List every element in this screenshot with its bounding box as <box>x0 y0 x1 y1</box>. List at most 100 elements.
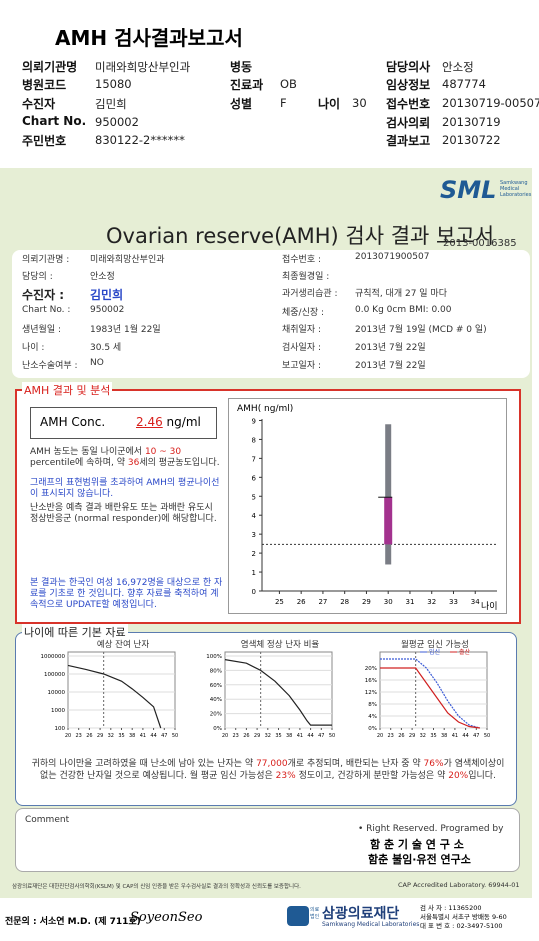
header-label: 결과보고 <box>386 134 431 148</box>
x-tick-label: 25 <box>275 598 284 606</box>
text: 23% <box>275 771 296 781</box>
header-value: 830122-2****** <box>95 133 185 147</box>
conc-label: AMH Conc. <box>40 415 106 429</box>
org-en: Samkwang Medical Laboratories <box>322 921 420 928</box>
addr-line: 검 사 자 : 11365200 <box>420 904 482 912</box>
y-tick-label: 9 <box>252 417 256 425</box>
info-value: 2013년 7월 22일 <box>355 343 426 353</box>
report-no: 2013-0016385 <box>443 238 517 249</box>
x-tick-label: 38 <box>129 733 135 739</box>
series-line <box>67 664 162 729</box>
series-line <box>380 658 481 729</box>
plot-frame <box>224 651 333 729</box>
rights: • Right Reserved. Programed by <box>358 824 504 834</box>
age: 30 <box>352 96 367 110</box>
x-tick-label: 50 <box>172 733 178 739</box>
x-tick-label: 50 <box>329 733 335 739</box>
x-tick-label: 47 <box>473 733 479 739</box>
x-tick-label: 26 <box>243 733 249 739</box>
plot-frame <box>67 651 176 729</box>
x-tick-label: 44 <box>150 733 156 739</box>
logo: SML <box>440 176 497 204</box>
info-value: NO <box>90 358 104 368</box>
info-label: 체중/신장 : <box>282 308 325 318</box>
info-value: 2013071900507 <box>355 252 430 262</box>
x-tick-label: 32 <box>265 733 271 739</box>
info-value: 김민희 <box>90 288 124 302</box>
y-tick-label: 20% <box>210 712 222 718</box>
info-label: 보고일자 : <box>282 361 322 371</box>
y-tick-label: 16% <box>365 678 377 684</box>
y-tick-label: 0% <box>213 726 222 732</box>
basic-section-title: 나이에 따른 기본 자료 <box>22 624 128 640</box>
x-tick-label: 32 <box>420 733 426 739</box>
text: 20% <box>448 771 469 781</box>
y-tick-label: 80% <box>210 668 222 674</box>
x-tick-label: 41 <box>452 733 458 739</box>
header-value: F <box>280 96 287 110</box>
text: 귀하의 나이만을 고려하였을 때 난소에 남아 있는 난자는 약 <box>31 759 254 769</box>
header-label: 진료과 <box>230 78 264 92</box>
header-label: 병원코드 <box>22 78 67 92</box>
x-tick-label: 29 <box>362 598 371 606</box>
info-label: 수진자 : <box>22 288 65 302</box>
p1: AMH 농도는 동일 나이군에서 10 ~ 30 percentile에 속하며… <box>30 447 220 469</box>
header-value: 20130719 <box>442 115 501 129</box>
text: 정도이고, 건강하게 분만할 가능성은 약 <box>298 771 446 781</box>
x-tick-label: 20 <box>377 733 383 739</box>
x-tick-label: 23 <box>76 733 82 739</box>
x-tick-label: 26 <box>398 733 404 739</box>
info-value: 안소정 <box>90 272 115 282</box>
summary: 귀하의 나이만을 고려하였을 때 난소에 남아 있는 난자는 약 77,000개… <box>28 758 508 782</box>
p3: 난소반응 예측 결과 배란유도 또는 과배란 유도시 정상반응군 (normal… <box>30 503 217 524</box>
header-value: 미래와희망산부인과 <box>95 60 191 74</box>
text: 가 염색체이상이 없는 건강한 난자일 것으로 예상됩니다. 월 평균 임신 가… <box>40 759 505 781</box>
x-tick-label: 35 <box>275 733 281 739</box>
y-tick-label: 8% <box>368 702 377 708</box>
addr-line: 서울특별시 서초구 방배동 9-60 <box>420 913 507 921</box>
header-label: 담당의사 <box>386 60 431 74</box>
header-label: 접수번호 <box>386 97 431 111</box>
header-value: 20130722 <box>442 133 501 147</box>
amh-section-title: AMH 결과 및 분석 <box>22 382 113 398</box>
x-tick-label: 44 <box>307 733 313 739</box>
y-tick-label: 100% <box>206 654 222 660</box>
plot-frame <box>379 651 488 729</box>
org: 삼광의료재단 <box>322 906 400 922</box>
x-tick-label: 44 <box>462 733 468 739</box>
text: 36 <box>127 458 140 468</box>
y-tick-label: 10000 <box>48 690 66 696</box>
header-label: 검사의뢰 <box>386 116 431 130</box>
y-tick-label: 0% <box>368 726 377 732</box>
signature: SoyeonSeo <box>130 910 203 925</box>
x-tick-label: 33 <box>449 598 458 606</box>
header-value: 487774 <box>442 77 486 91</box>
addr-line: 대 표 번 호 : 02-3497-5100 <box>420 922 503 930</box>
header-label: 임상정보 <box>386 78 431 92</box>
header-value: 15080 <box>95 77 132 91</box>
text: 세의 평균농도입니다. <box>139 458 220 468</box>
x-tick-label: 41 <box>297 733 303 739</box>
x-tick-label: 27 <box>318 598 327 606</box>
header-label: 의뢰기관명 <box>22 60 78 74</box>
text: 77,000 <box>256 759 288 769</box>
lab2: 함춘 불임·유전 연구소 <box>368 853 471 866</box>
x-tick-label: 50 <box>484 733 490 739</box>
lab1: 함 춘 기 술 연 구 소 <box>370 838 464 851</box>
header-value: 김민희 <box>95 97 127 111</box>
legend-label: 임신 <box>429 648 440 656</box>
info-label: 접수번호 : <box>282 255 322 265</box>
x-tick-label: 32 <box>108 733 114 739</box>
title: AMH 검사결과보고서 <box>55 26 243 50</box>
header-label: 성별 <box>230 97 253 111</box>
y-tick-label: 4% <box>368 714 377 720</box>
text: 76% <box>423 759 444 769</box>
y-tick-label: 5 <box>252 493 256 501</box>
y-tick-label: 8 <box>252 436 256 444</box>
x-tick-label: 31 <box>406 598 415 606</box>
info-label: 과거생리습관 : <box>282 289 338 299</box>
x-tick-label: 34 <box>471 598 480 606</box>
conc-unit: ng/ml <box>166 415 201 429</box>
small-chart: 월평균 임신 가능성 20% 16% 12% 8% 4% 0%20 23 26 29 32 35 38 4… <box>365 639 490 739</box>
x-tick-label: 35 <box>118 733 124 739</box>
